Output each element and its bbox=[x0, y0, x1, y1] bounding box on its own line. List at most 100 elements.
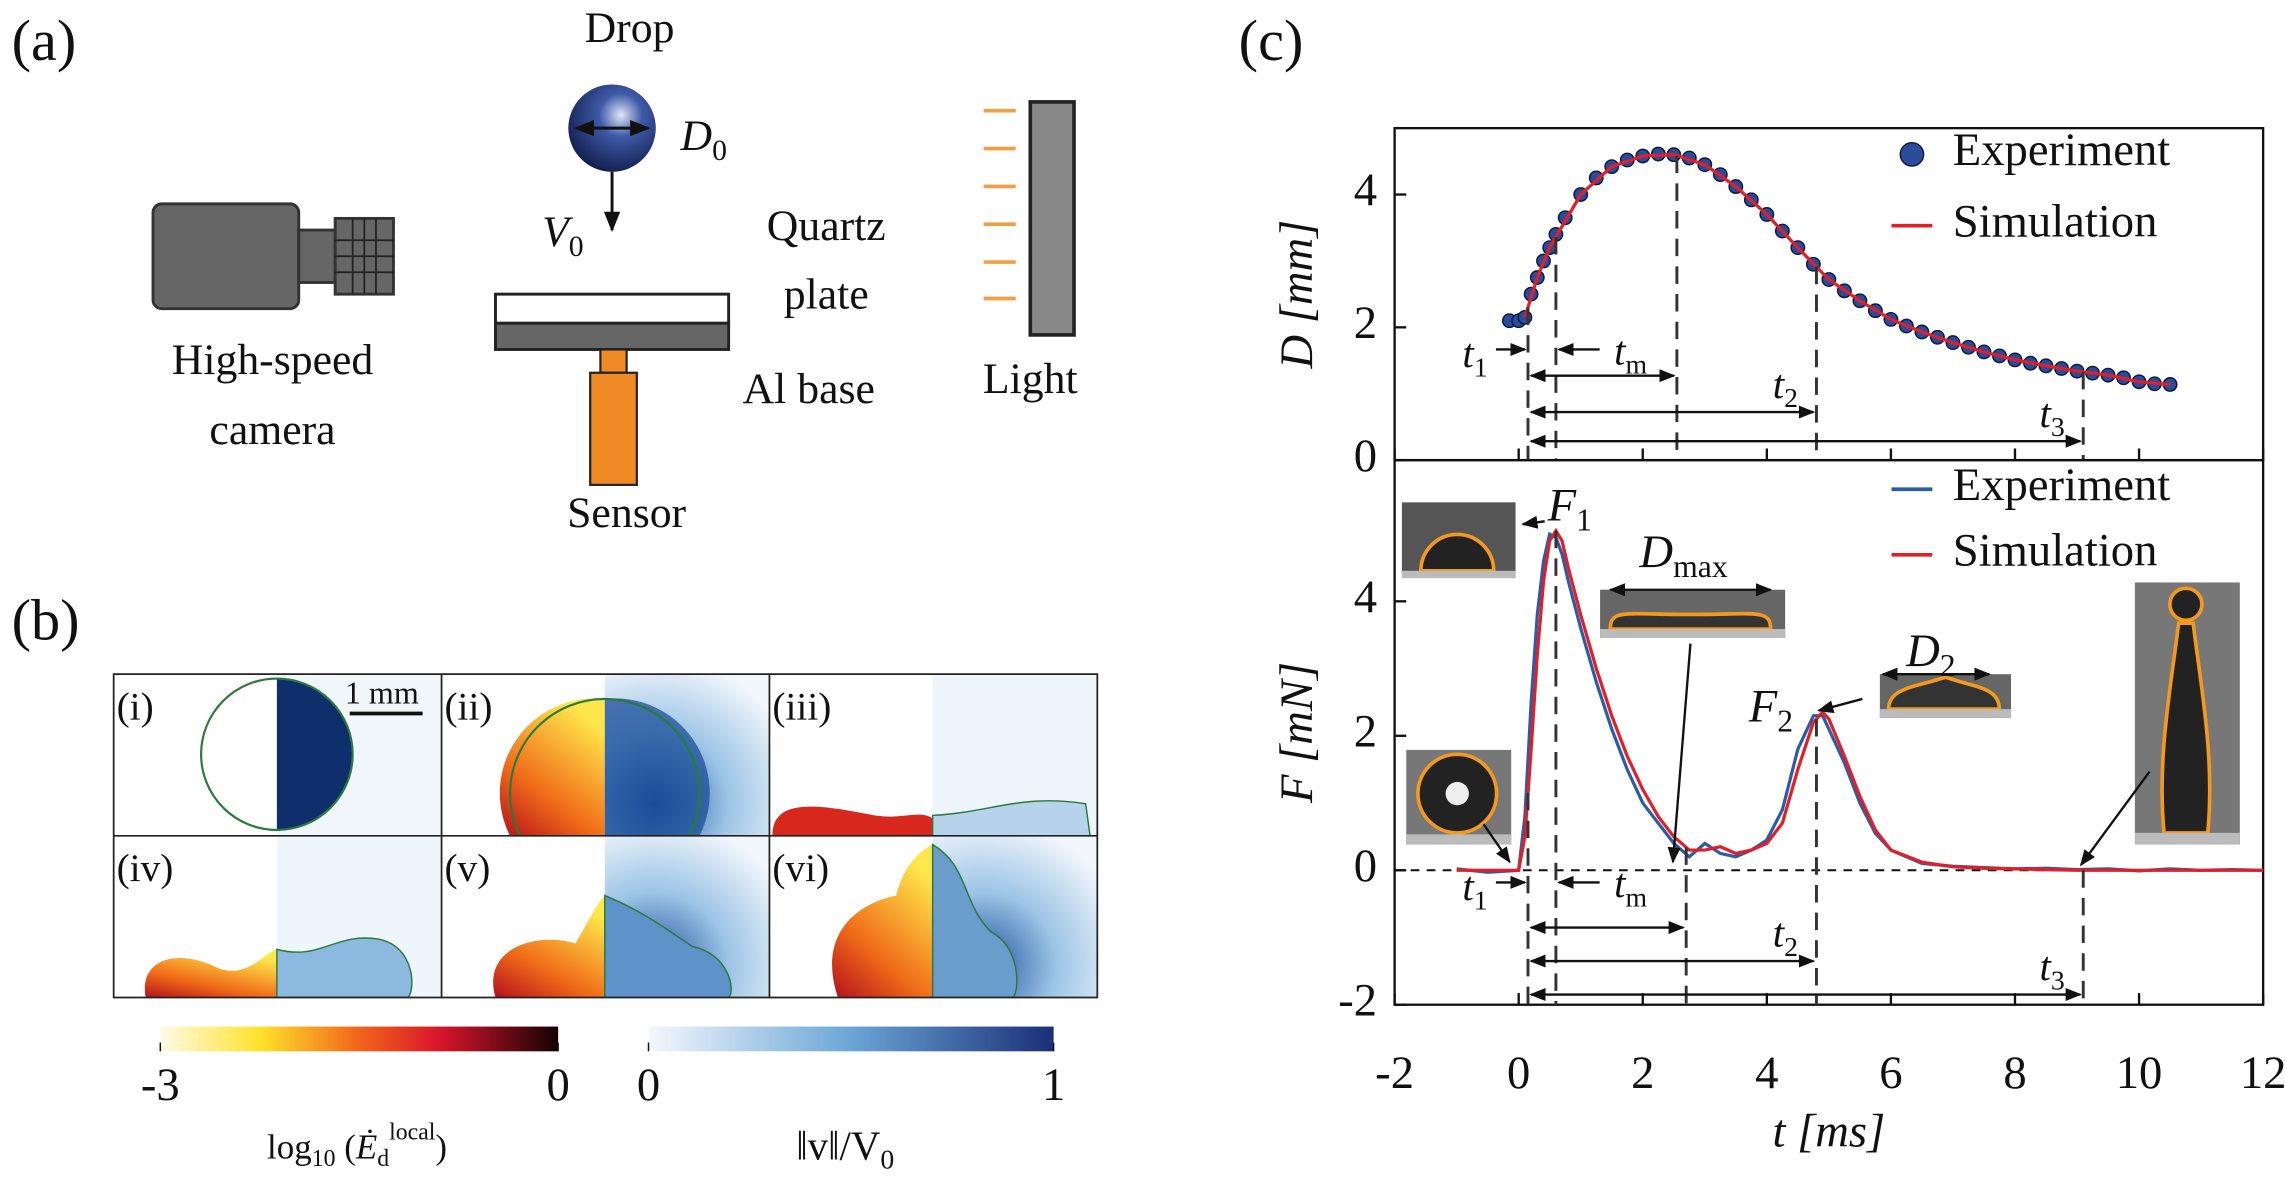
plot-frame bbox=[1393, 458, 2265, 1006]
math-part: 3 bbox=[2051, 412, 2065, 443]
peak-label: F1 bbox=[1547, 479, 1592, 538]
colorbar-tick-label: 0 bbox=[546, 1059, 569, 1111]
x-tick-label: 12 bbox=[2240, 1047, 2285, 1099]
math-part: d bbox=[377, 1146, 389, 1172]
legend-label: Experiment bbox=[1953, 124, 2171, 176]
math-part: 0 bbox=[880, 1144, 894, 1175]
math-part: m bbox=[1626, 882, 1648, 913]
math-part: 2 bbox=[1784, 382, 1798, 413]
y-tick-label: 2 bbox=[1354, 706, 1377, 758]
time-label: tm bbox=[1614, 862, 1647, 913]
time-label: t3 bbox=[2040, 391, 2065, 442]
math-part: log bbox=[267, 1127, 312, 1166]
colorbar-label: log10 (Ėdlocal) bbox=[267, 1120, 447, 1172]
math-part: t bbox=[1773, 362, 1786, 407]
arrow bbox=[1817, 697, 1863, 714]
math-part: t bbox=[1773, 911, 1786, 956]
simulation-snapshots bbox=[112, 673, 1099, 1052]
camera-label: camera bbox=[209, 406, 335, 454]
y-tick-label: 4 bbox=[1354, 571, 1377, 623]
x-tick-label: 4 bbox=[1755, 1047, 1778, 1099]
arrow bbox=[1667, 643, 1692, 864]
subpanel-label: (iii) bbox=[772, 685, 831, 729]
colorbar-label: ‖v‖/V0 bbox=[796, 1124, 894, 1175]
setup-schematic bbox=[151, 84, 1076, 486]
time-label: t2 bbox=[1773, 362, 1798, 413]
plate-label: plate bbox=[784, 271, 869, 319]
time-label: tm bbox=[1614, 329, 1647, 380]
colorbar-tick-label: -3 bbox=[141, 1059, 180, 1111]
math-part: 1 bbox=[1474, 352, 1488, 383]
x-tick-label: 6 bbox=[1879, 1047, 1902, 1099]
time-label: t1 bbox=[1462, 332, 1487, 383]
camera-label: High-speed bbox=[172, 336, 374, 384]
time-label: t1 bbox=[1462, 865, 1487, 916]
panel-label: (a) bbox=[12, 8, 77, 73]
math-part: 2 bbox=[1940, 649, 1956, 684]
math-part: D bbox=[1638, 526, 1673, 578]
math-part: 3 bbox=[2051, 965, 2065, 996]
panel-label: (c) bbox=[1239, 8, 1304, 73]
math-part: t bbox=[1462, 332, 1475, 377]
math-part: t bbox=[1614, 862, 1627, 907]
math-part: t bbox=[1462, 865, 1475, 910]
y-axis-label: D [mm] bbox=[1271, 220, 1323, 370]
subpanel-label: (vi) bbox=[772, 846, 829, 890]
width-label: Dmax bbox=[1638, 526, 1727, 585]
y-tick-label: -2 bbox=[1338, 974, 1377, 1026]
y-axis-label: F [mN] bbox=[1271, 662, 1323, 804]
arrow bbox=[2080, 771, 2151, 867]
math-part: 10 bbox=[312, 1146, 336, 1172]
light-label: Light bbox=[983, 355, 1078, 403]
plate-label: Quartz bbox=[767, 202, 886, 250]
drop-label: Drop bbox=[585, 4, 675, 52]
math-part: ) bbox=[435, 1127, 447, 1166]
x-tick-label: -2 bbox=[1375, 1047, 1414, 1099]
math-part: local bbox=[389, 1120, 436, 1146]
math-part: 0 bbox=[569, 231, 584, 263]
x-tick-label: 10 bbox=[2116, 1047, 2163, 1099]
subpanel-label: (iv) bbox=[117, 846, 174, 890]
math-part: ( bbox=[336, 1127, 356, 1166]
arrow bbox=[1521, 515, 1545, 529]
velocity-label: V0 bbox=[542, 208, 584, 263]
data-line bbox=[1523, 153, 2171, 387]
time-label: t2 bbox=[1773, 911, 1798, 962]
x-tick-label: 8 bbox=[2003, 1047, 2026, 1099]
x-tick-label: 0 bbox=[1507, 1047, 1530, 1099]
math-part: 2 bbox=[1777, 704, 1793, 739]
y-tick-label: 0 bbox=[1354, 430, 1377, 482]
colorbar-tick-label: 1 bbox=[1042, 1059, 1065, 1111]
math-part: F bbox=[1547, 479, 1577, 531]
diameter-label: D0 bbox=[680, 112, 727, 167]
subpanel-label: (ii) bbox=[444, 685, 492, 729]
base-label: Al base bbox=[743, 365, 875, 413]
panel-label: (b) bbox=[12, 588, 80, 653]
math-part: 0 bbox=[712, 135, 727, 167]
data-line bbox=[1456, 527, 2264, 872]
math-part: 2 bbox=[1784, 931, 1798, 962]
math-part: 1 bbox=[1474, 885, 1488, 916]
math-part: t bbox=[2040, 945, 2053, 990]
math-part: V bbox=[542, 208, 573, 256]
legend-label: Experiment bbox=[1953, 459, 2171, 511]
arrow bbox=[1482, 823, 1511, 864]
scale-bar-label: 1 mm bbox=[345, 674, 419, 710]
subpanel-label: (v) bbox=[444, 846, 490, 890]
sensor-label: Sensor bbox=[567, 489, 686, 537]
legend-marker bbox=[1899, 141, 1925, 167]
data-point bbox=[1588, 170, 1604, 186]
legend-label: Simulation bbox=[1953, 195, 2158, 247]
droplet-insets bbox=[1401, 502, 2240, 845]
math-part: ‖v‖/V bbox=[796, 1124, 880, 1169]
math-part: t bbox=[2040, 391, 2053, 436]
peak-label: F2 bbox=[1748, 680, 1793, 739]
subpanel-label: (i) bbox=[117, 685, 154, 729]
y-tick-label: 2 bbox=[1354, 297, 1377, 349]
colorbar-tick-label: 0 bbox=[637, 1059, 660, 1111]
x-axis-label: t [ms] bbox=[1773, 1105, 1886, 1157]
math-part: D bbox=[1905, 625, 1940, 677]
math-part: Ė bbox=[355, 1127, 377, 1166]
math-part: 1 bbox=[1576, 503, 1592, 538]
